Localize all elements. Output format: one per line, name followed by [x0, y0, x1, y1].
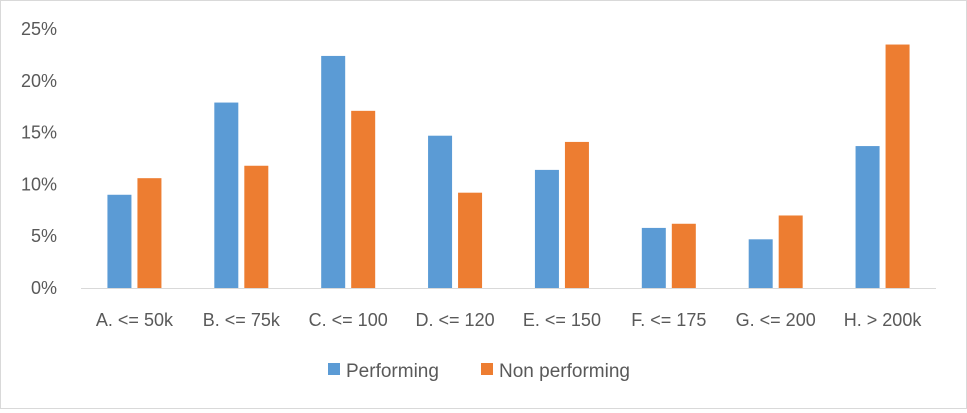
y-tick-label: 10%	[21, 174, 57, 194]
y-tick-label: 20%	[21, 71, 57, 91]
x-category-label: A. <= 50k	[96, 310, 174, 330]
bar-performing	[641, 227, 666, 288]
bar-performing	[748, 239, 773, 288]
bar-non-performing	[885, 44, 910, 288]
legend-swatch-performing	[328, 363, 340, 375]
bars	[107, 44, 910, 289]
bar-performing	[321, 55, 346, 288]
x-category-label: D. <= 120	[416, 310, 495, 330]
legend: Performing Non performing	[328, 361, 630, 382]
bar-performing	[428, 135, 453, 288]
legend-swatch-non-performing	[481, 363, 493, 375]
bar-non-performing	[778, 215, 803, 288]
bar-performing	[214, 102, 239, 288]
x-category-label: G. <= 200	[736, 310, 816, 330]
bar-non-performing	[671, 223, 696, 288]
y-tick-label: 25%	[21, 19, 57, 39]
x-category-label: E. <= 150	[523, 310, 601, 330]
x-category-label: F. <= 175	[631, 310, 706, 330]
bar-non-performing	[137, 178, 162, 288]
bar-non-performing	[244, 165, 269, 288]
y-tick-label: 5%	[31, 226, 57, 246]
x-category-label: C. <= 100	[309, 310, 388, 330]
y-axis-tick-labels: 0% 5% 10% 15% 20% 25%	[21, 19, 57, 298]
bar-non-performing	[351, 110, 376, 289]
bar-non-performing	[458, 192, 483, 288]
bar-non-performing	[564, 141, 589, 288]
legend-label-performing: Performing	[346, 361, 439, 382]
y-tick-label: 15%	[21, 123, 57, 143]
bar-performing	[855, 146, 880, 288]
bar-performing	[107, 194, 132, 288]
x-axis-category-labels: A. <= 50k B. <= 75k C. <= 100 D. <= 120 E. <…	[96, 310, 922, 330]
x-category-label: B. <= 75k	[203, 310, 281, 330]
bar-performing	[534, 169, 559, 288]
legend-label-non-performing: Non performing	[499, 361, 630, 382]
y-tick-label: 0%	[31, 278, 57, 298]
x-category-label: H. > 200k	[844, 310, 923, 330]
